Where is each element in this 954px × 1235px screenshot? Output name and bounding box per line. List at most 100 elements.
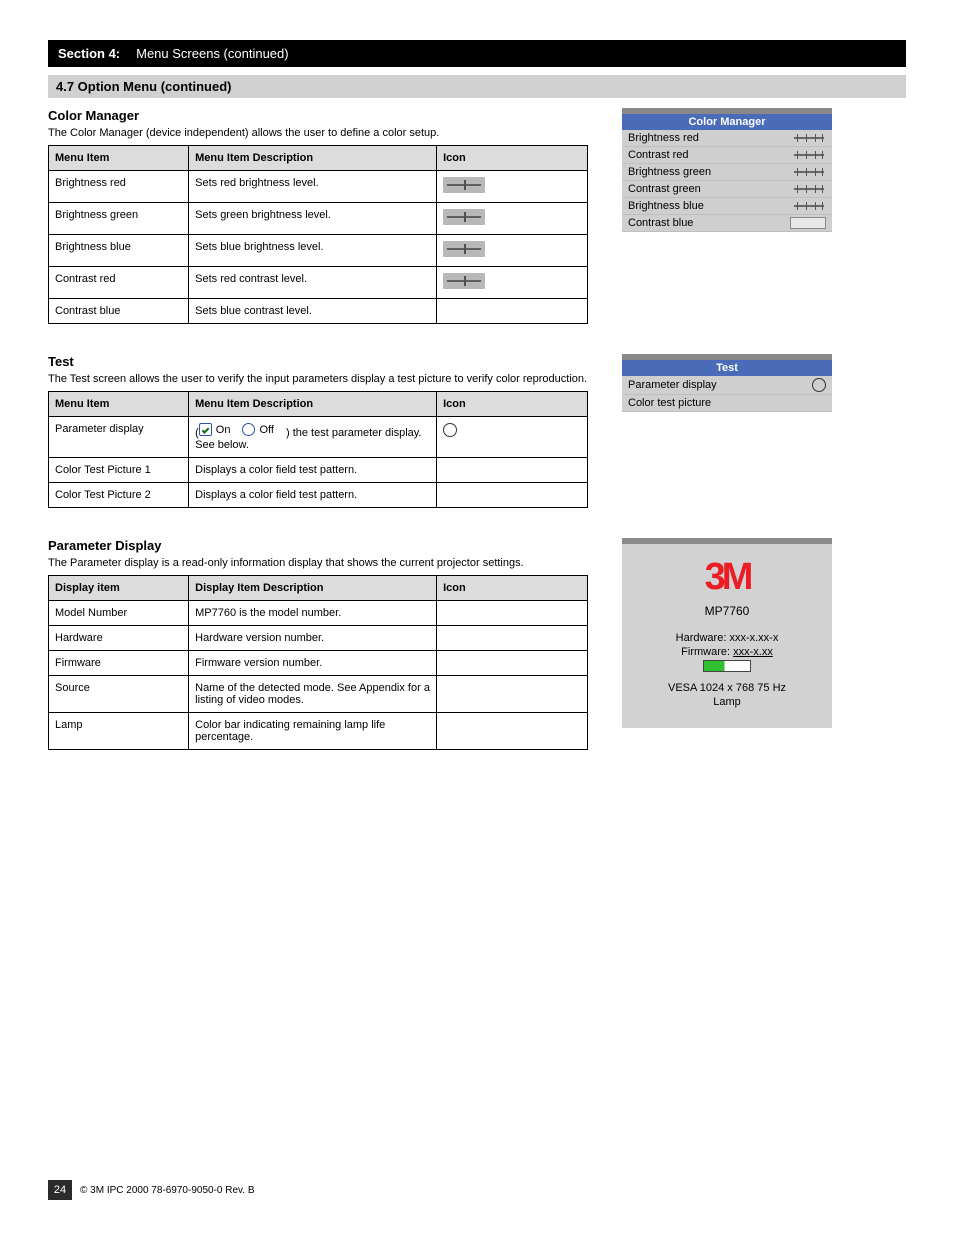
slider-icon xyxy=(443,241,485,257)
cell-icon xyxy=(437,651,588,676)
checkbox-on-icon: On xyxy=(199,423,231,436)
slider-icon xyxy=(792,166,826,178)
empty-slider-icon xyxy=(790,217,826,229)
panel-row-label: Brightness green xyxy=(628,166,711,178)
section-number: Section 4: xyxy=(58,46,120,61)
cell-desc: Displays a color field test pattern. xyxy=(189,483,437,508)
cell-item: Hardware xyxy=(49,626,189,651)
table-row: Contrast redSets red contrast level. xyxy=(49,267,588,299)
panel-row: Brightness green xyxy=(622,164,832,181)
cell-desc: MP7760 is the model number. xyxy=(189,601,437,626)
slider-icon xyxy=(792,149,826,161)
cell-item: Brightness blue xyxy=(49,235,189,267)
cell-item: Color Test Picture 2 xyxy=(49,483,189,508)
table-row: Contrast blueSets blue contrast level. xyxy=(49,299,588,324)
cell-icon xyxy=(437,601,588,626)
firmware-line: Firmware: xxx-x.xx xyxy=(632,646,822,658)
video-mode: VESA 1024 x 768 75 Hz xyxy=(632,682,822,694)
color-manager-table: Menu Item Menu Item Description Icon Bri… xyxy=(48,145,588,324)
cell-desc: Firmware version number. xyxy=(189,651,437,676)
table-row: HardwareHardware version number. xyxy=(49,626,588,651)
cell-item: Firmware xyxy=(49,651,189,676)
hardware-label: Hardware: xyxy=(676,632,727,644)
test-desc: The Test screen allows the user to verif… xyxy=(48,373,588,385)
cell-item: Model Number xyxy=(49,601,189,626)
table-header-row: Menu Item Menu Item Description Icon xyxy=(49,146,588,171)
panel-title: Color Manager xyxy=(622,114,832,130)
col-icon: Icon xyxy=(437,576,588,601)
table-row: Parameter display(On Off) the test param… xyxy=(49,417,588,458)
cell-icon xyxy=(437,203,588,235)
cell-item: Contrast blue xyxy=(49,299,189,324)
panel-row: Contrast red xyxy=(622,147,832,164)
panel-row-label: Brightness blue xyxy=(628,200,704,212)
table-header-row: Display item Display Item Description Ic… xyxy=(49,576,588,601)
slider-icon xyxy=(792,200,826,212)
cell-desc: Sets red contrast level. xyxy=(189,267,437,299)
model-number: MP7760 xyxy=(632,604,822,618)
panel-row: Color test picture xyxy=(622,395,832,412)
cell-icon xyxy=(437,626,588,651)
cell-item: Parameter display xyxy=(49,417,189,458)
page-number: 24 xyxy=(48,1180,72,1200)
table-row: LampColor bar indicating remaining lamp … xyxy=(49,713,588,750)
table-row: Color Test Picture 1Displays a color fie… xyxy=(49,458,588,483)
cell-desc: Sets green brightness level. xyxy=(189,203,437,235)
test-table: Menu Item Menu Item Description Icon Par… xyxy=(48,391,588,508)
panel-row: Contrast green xyxy=(622,181,832,198)
panel-row-label: Brightness red xyxy=(628,132,699,144)
table-row: Brightness redSets red brightness level. xyxy=(49,171,588,203)
slider-icon xyxy=(792,183,826,195)
panel-row-label: Contrast green xyxy=(628,183,701,195)
brand-logo: 3M xyxy=(632,558,822,596)
param-heading: Parameter Display xyxy=(48,538,588,553)
panel-row-label: Contrast blue xyxy=(628,217,693,229)
cell-desc: Sets blue contrast level. xyxy=(189,299,437,324)
cell-icon xyxy=(437,171,588,203)
cell-item: Contrast red xyxy=(49,267,189,299)
table-row: Brightness greenSets green brightness le… xyxy=(49,203,588,235)
cell-desc: (On Off) the test parameter display. See… xyxy=(189,417,437,458)
cell-desc: Displays a color field test pattern. xyxy=(189,458,437,483)
cell-desc: Name of the detected mode. See Appendix … xyxy=(189,676,437,713)
cell-desc: Hardware version number. xyxy=(189,626,437,651)
radio-icon xyxy=(812,378,826,392)
cell-item: Brightness red xyxy=(49,171,189,203)
radio-off-icon: Off xyxy=(242,423,273,436)
cell-icon xyxy=(437,713,588,750)
panel-row: Brightness red xyxy=(622,130,832,147)
table-header-row: Menu Item Menu Item Description Icon xyxy=(49,392,588,417)
test-heading: Test xyxy=(48,354,588,369)
slider-icon xyxy=(443,209,485,225)
radio-icon xyxy=(443,423,457,437)
parameter-info-panel: 3M MP7760 Hardware: xxx-x.xx-x Firmware:… xyxy=(622,538,832,728)
col-menu-item: Menu Item xyxy=(49,392,189,417)
col-menu-desc: Menu Item Description xyxy=(189,146,437,171)
panel-row: Parameter display xyxy=(622,376,832,395)
cell-item: Color Test Picture 1 xyxy=(49,458,189,483)
cell-desc: Sets blue brightness level. xyxy=(189,235,437,267)
table-row: Brightness blueSets blue brightness leve… xyxy=(49,235,588,267)
section-header-bar: Section 4: Menu Screens (continued) xyxy=(48,40,906,67)
footer-text: © 3M IPC 2000 78-6970-9050-0 Rev. B xyxy=(80,1185,255,1196)
color-manager-desc: The Color Manager (device independent) a… xyxy=(48,127,588,139)
col-display-desc: Display Item Description xyxy=(189,576,437,601)
cell-desc: Color bar indicating remaining lamp life… xyxy=(189,713,437,750)
section-title: Menu Screens (continued) xyxy=(120,46,896,61)
firmware-value: xxx-x.xx xyxy=(733,646,773,658)
slider-icon xyxy=(792,132,826,144)
cell-icon xyxy=(437,417,588,458)
cell-item: Lamp xyxy=(49,713,189,750)
cell-icon xyxy=(437,235,588,267)
cell-item: Source xyxy=(49,676,189,713)
panel-title: Test xyxy=(622,360,832,376)
panel-row-label: Contrast red xyxy=(628,149,689,161)
section-subtitle: 4.7 Option Menu (continued) xyxy=(48,75,906,98)
cell-icon xyxy=(437,267,588,299)
slider-icon xyxy=(443,273,485,289)
slider-icon xyxy=(443,177,485,193)
table-row: Color Test Picture 2Displays a color fie… xyxy=(49,483,588,508)
cell-icon xyxy=(437,483,588,508)
cell-item: Brightness green xyxy=(49,203,189,235)
col-menu-desc: Menu Item Description xyxy=(189,392,437,417)
